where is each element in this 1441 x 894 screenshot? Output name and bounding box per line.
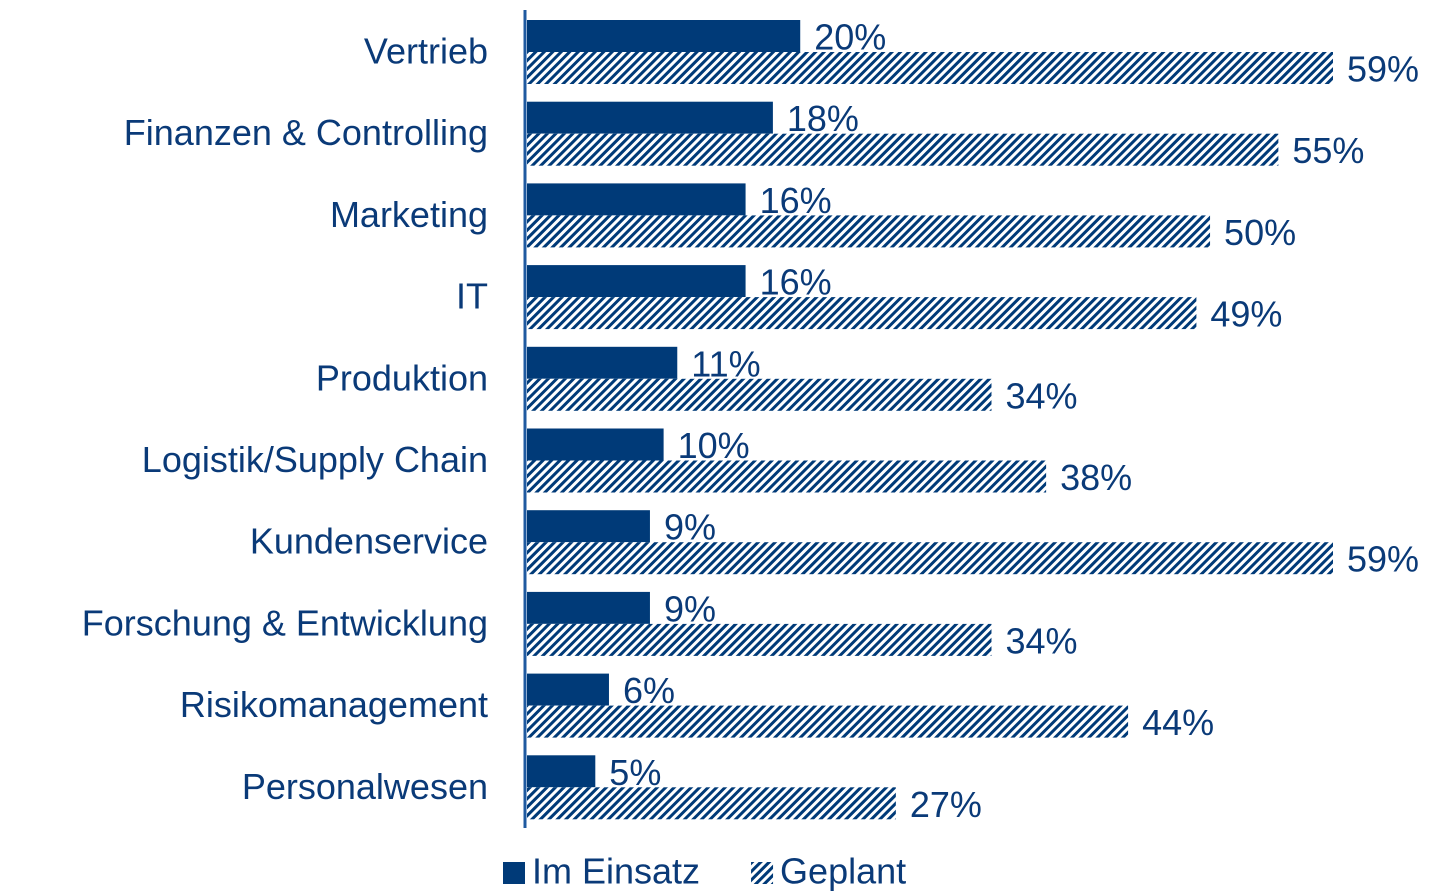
value-label: 11% bbox=[691, 343, 760, 384]
value-label: 55% bbox=[1292, 130, 1364, 171]
value-label: 34% bbox=[1005, 375, 1077, 416]
value-label: 49% bbox=[1210, 294, 1282, 335]
bar bbox=[527, 52, 1333, 84]
bar bbox=[527, 133, 1279, 166]
value-label: 20% bbox=[814, 17, 886, 58]
value-label: 18% bbox=[787, 98, 859, 139]
bar bbox=[527, 428, 664, 461]
bar bbox=[527, 346, 678, 379]
value-label: 9% bbox=[664, 588, 716, 629]
legend-label: Im Einsatz bbox=[532, 851, 700, 892]
category-label: Vertrieb bbox=[364, 31, 488, 72]
value-label: 44% bbox=[1142, 702, 1214, 743]
category-label: Produktion bbox=[316, 357, 488, 398]
legend-swatch bbox=[503, 862, 525, 884]
value-label: 6% bbox=[623, 670, 675, 711]
category-label: IT bbox=[456, 276, 488, 317]
bar bbox=[527, 215, 1211, 248]
legend-swatch bbox=[751, 862, 774, 884]
value-label: 59% bbox=[1347, 49, 1419, 90]
bar bbox=[527, 542, 1333, 575]
bar bbox=[527, 623, 992, 656]
category-label: Marketing bbox=[330, 194, 488, 235]
value-label: 9% bbox=[664, 507, 716, 548]
category-label: Risikomanagement bbox=[180, 684, 488, 725]
value-label: 38% bbox=[1060, 457, 1132, 498]
category-label: Finanzen & Controlling bbox=[124, 112, 488, 153]
value-label: 16% bbox=[760, 180, 832, 221]
bar bbox=[527, 705, 1129, 738]
category-label: Logistik/Supply Chain bbox=[142, 439, 488, 480]
bar bbox=[527, 787, 896, 820]
bar bbox=[527, 378, 992, 411]
category-label: Kundenservice bbox=[250, 521, 488, 562]
bar bbox=[527, 460, 1047, 493]
bar bbox=[527, 755, 596, 788]
bar bbox=[527, 20, 801, 52]
bar bbox=[527, 510, 650, 543]
bar bbox=[527, 101, 773, 134]
bar bbox=[527, 297, 1197, 330]
bar bbox=[527, 591, 650, 624]
bar bbox=[527, 265, 746, 298]
value-label: 10% bbox=[678, 425, 750, 466]
value-label: 34% bbox=[1005, 620, 1077, 661]
category-label: Personalwesen bbox=[242, 766, 488, 807]
category-label: Forschung & Entwicklung bbox=[82, 602, 488, 643]
value-label: 5% bbox=[609, 752, 661, 793]
value-label: 16% bbox=[760, 262, 832, 303]
value-label: 27% bbox=[910, 784, 982, 825]
value-label: 59% bbox=[1347, 539, 1419, 580]
legend-label: Geplant bbox=[780, 851, 906, 892]
bar bbox=[527, 183, 746, 216]
bar bbox=[527, 673, 609, 706]
value-label: 50% bbox=[1224, 212, 1296, 253]
